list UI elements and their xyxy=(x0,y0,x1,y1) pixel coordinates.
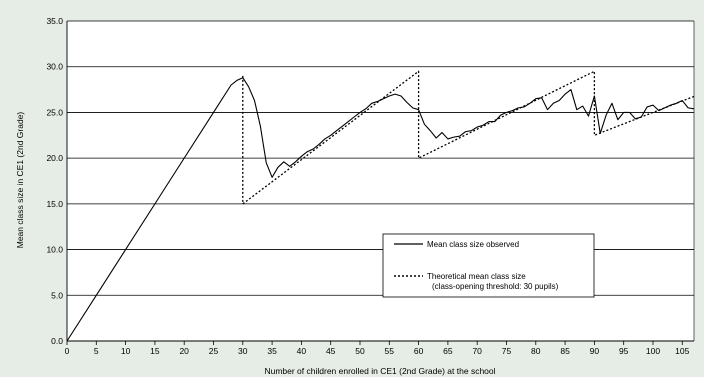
x-tick-label: 50 xyxy=(355,346,365,356)
y-tick-label: 0.0 xyxy=(51,336,63,346)
y-tick-label: 5.0 xyxy=(51,290,63,300)
x-tick-label: 100 xyxy=(646,346,660,356)
y-tick-label: 10.0 xyxy=(46,245,63,255)
y-tick-label: 25.0 xyxy=(46,107,63,117)
legend-label-theoretical: Theoretical mean class size xyxy=(427,272,526,281)
x-tick-label: 65 xyxy=(443,346,453,356)
y-axis-title: Mean class size in CE1 (2nd Grade) xyxy=(15,112,25,249)
plot-area xyxy=(67,21,694,341)
x-tick-label: 95 xyxy=(619,346,629,356)
x-tick-label: 45 xyxy=(326,346,336,356)
x-tick-label: 35 xyxy=(267,346,277,356)
series-line-observed xyxy=(66,77,695,342)
x-tick-label: 25 xyxy=(209,346,219,356)
y-tick-label: 20.0 xyxy=(46,153,63,163)
legend-label-observed: Mean class size observed xyxy=(427,240,519,249)
x-tick-label: 105 xyxy=(675,346,689,356)
x-tick-label: 10 xyxy=(121,346,131,356)
x-tick-label: 30 xyxy=(238,346,248,356)
x-tick-label: 70 xyxy=(472,346,482,356)
x-axis-title: Number of children enrolled in CE1 (2nd … xyxy=(264,366,495,376)
x-tick-label: 60 xyxy=(414,346,424,356)
x-tick-label: 40 xyxy=(297,346,307,356)
x-tick-label: 55 xyxy=(385,346,395,356)
x-tick-label: 85 xyxy=(560,346,570,356)
x-tick-label: 90 xyxy=(590,346,600,356)
x-tick-label: 75 xyxy=(502,346,512,356)
y-tick-label: 35.0 xyxy=(46,16,63,26)
legend-label-theoretical-note: (class-opening threshold: 30 pupils) xyxy=(432,282,559,291)
y-tick-label: 30.0 xyxy=(46,62,63,72)
x-tick-label: 0 xyxy=(65,346,70,356)
series-line-theoretical xyxy=(242,70,695,205)
x-tick-label: 15 xyxy=(150,346,160,356)
x-tick-label: 80 xyxy=(531,346,541,356)
y-tick-label: 15.0 xyxy=(46,199,63,209)
x-tick-label: 5 xyxy=(94,346,99,356)
x-tick-label: 20 xyxy=(179,346,189,356)
